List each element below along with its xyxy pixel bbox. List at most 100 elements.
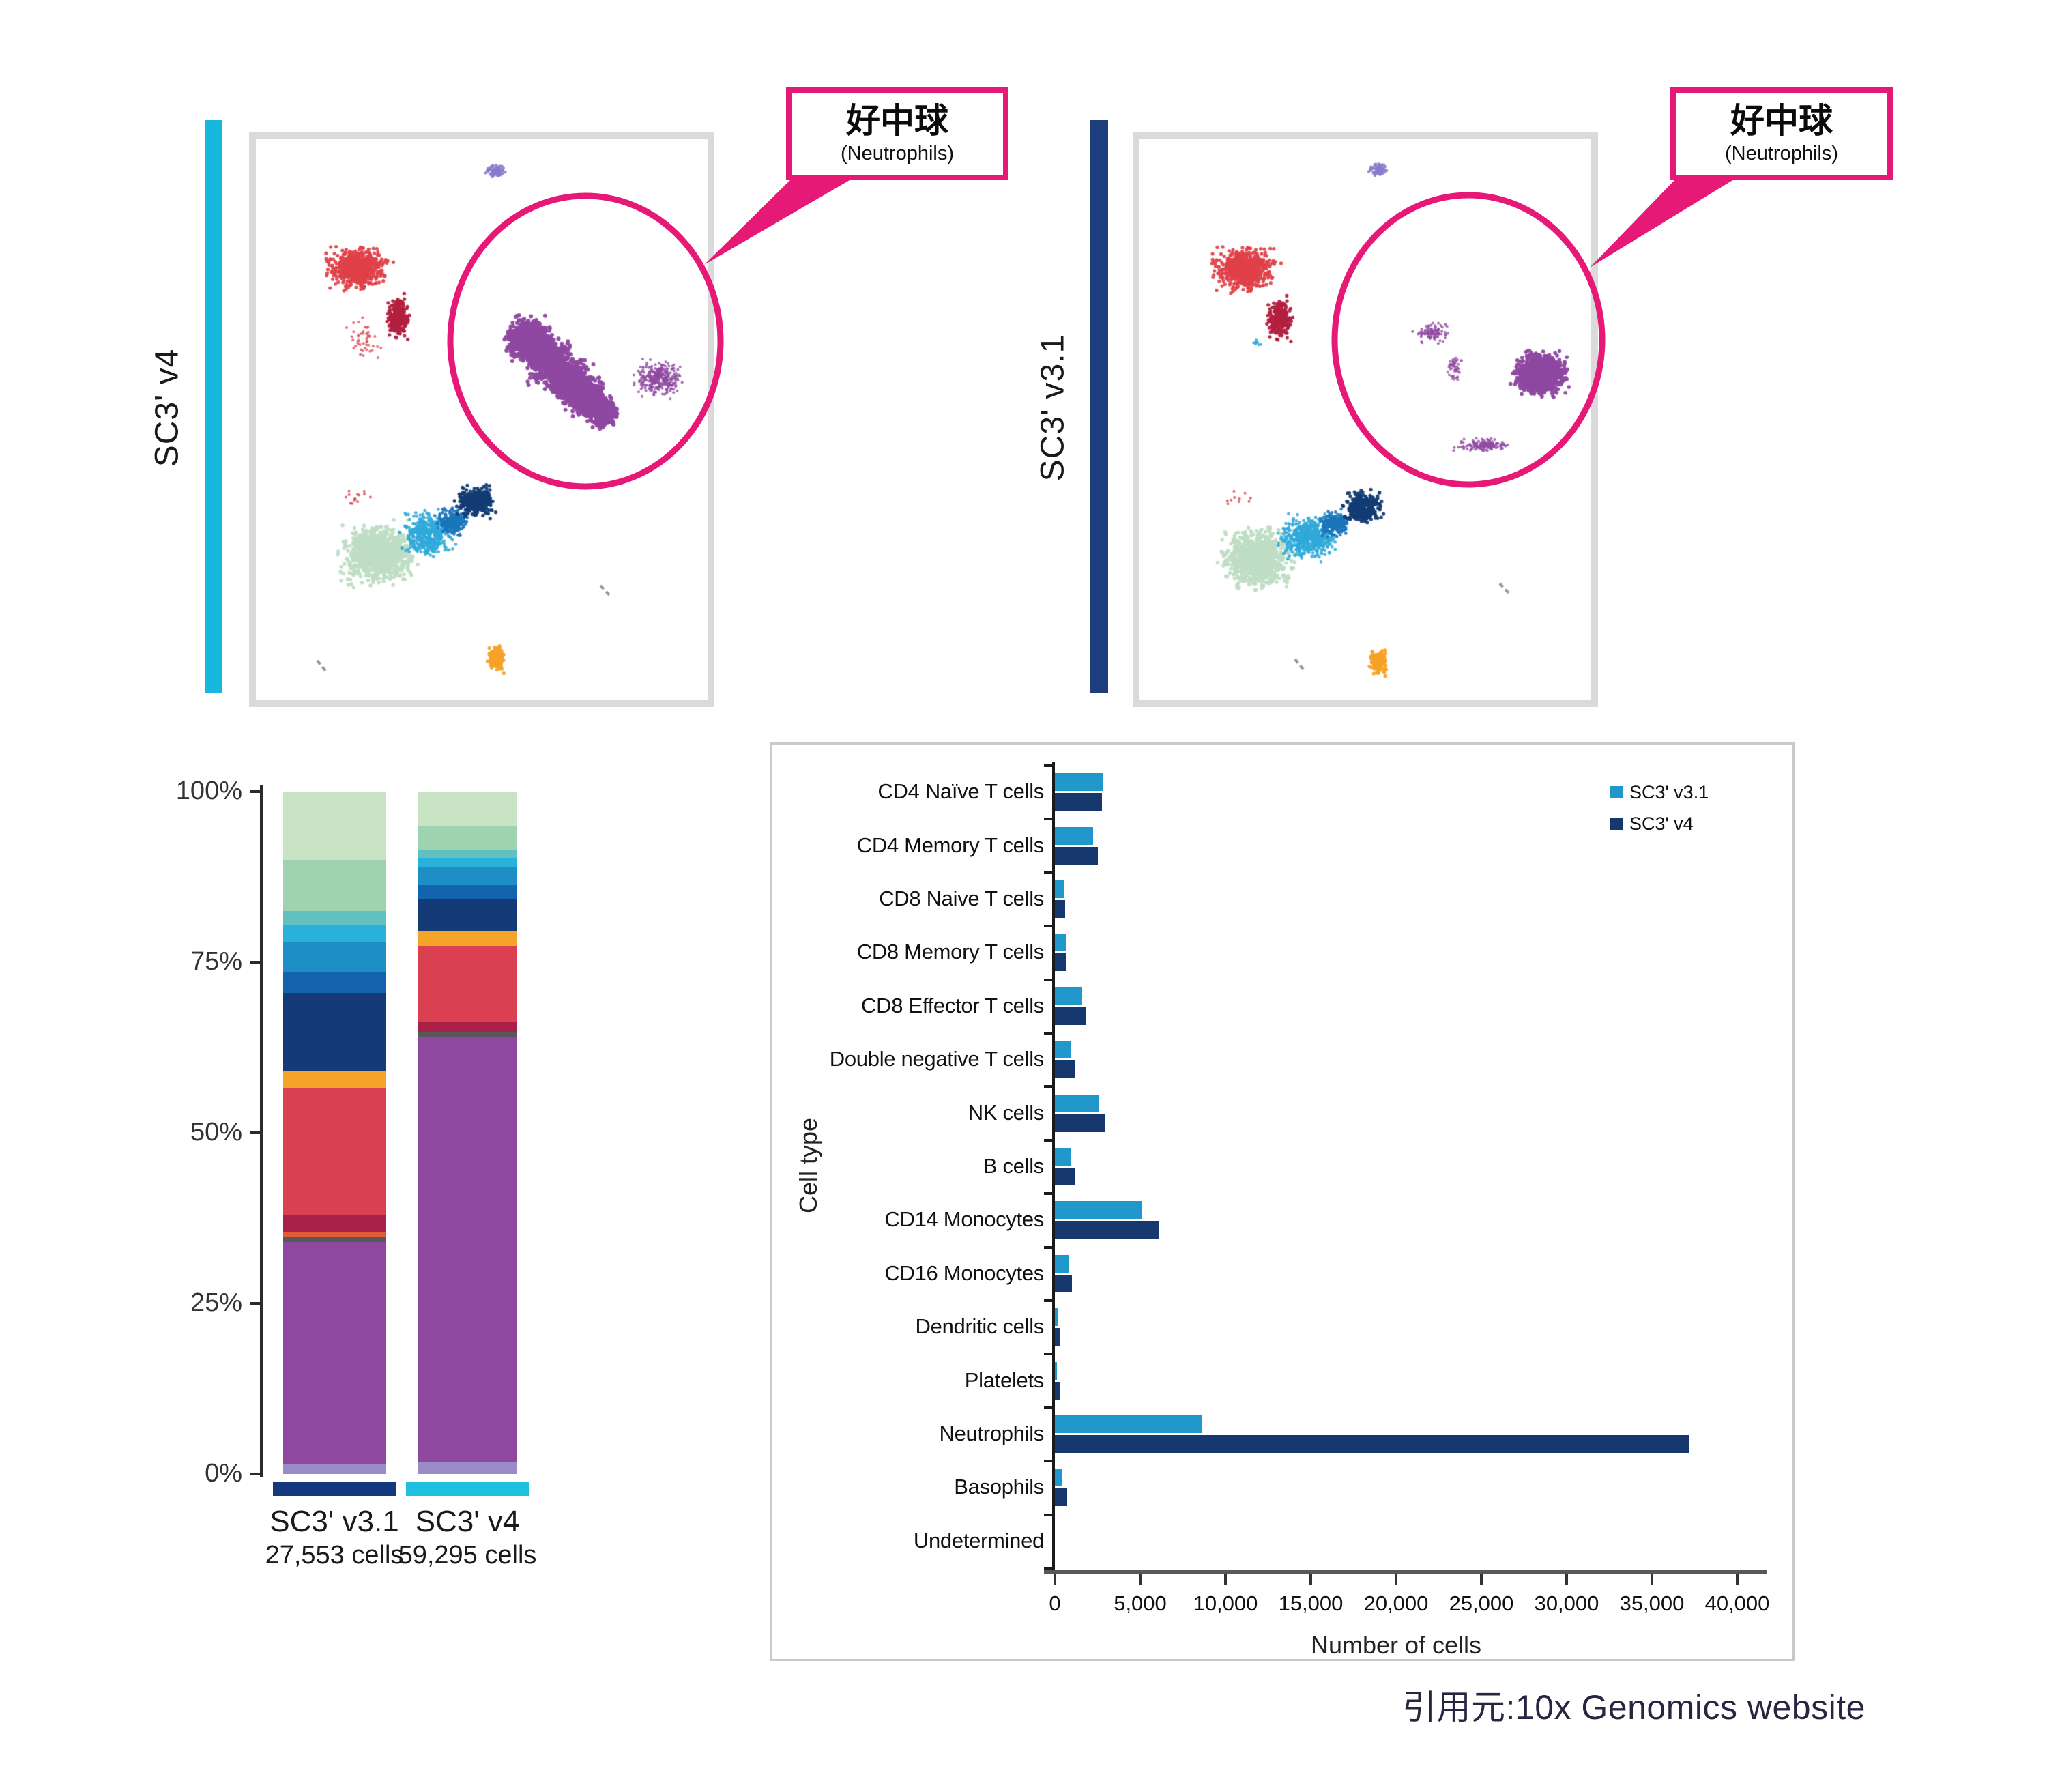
y-tick-label: 75% <box>190 947 242 976</box>
row-tick <box>1044 764 1052 767</box>
x-tick-label: 0 <box>1049 1591 1061 1615</box>
column-label: SC3' v3.1 <box>270 1505 399 1538</box>
callout-subtitle-en: (Neutrophils) <box>841 143 954 164</box>
y-tick <box>250 961 263 964</box>
category-label: CD4 Memory T cells <box>856 833 1045 857</box>
column-label: SC3' v4 <box>415 1505 520 1538</box>
x-tick <box>1054 1574 1056 1585</box>
y-tick <box>250 1302 263 1305</box>
row-tick <box>1044 1513 1052 1516</box>
stack-segment <box>418 1037 517 1462</box>
bar-chart-x-axis <box>1044 1570 1767 1574</box>
stack-segment <box>283 860 386 911</box>
bar-sc3v31 <box>1055 1361 1057 1380</box>
x-axis-title: Number of cells <box>1310 1631 1482 1659</box>
umap-right-scatter-canvas <box>1139 139 1591 700</box>
category-label: CD14 Monocytes <box>884 1207 1044 1232</box>
x-tick-label: 30,000 <box>1534 1591 1599 1615</box>
y-tick-label: 50% <box>190 1118 242 1146</box>
umap-right-color-bar <box>1090 120 1108 693</box>
column-cell-count: 27,553 cells <box>265 1541 404 1570</box>
row-tick <box>1044 1460 1052 1463</box>
row-tick <box>1044 1406 1052 1409</box>
bar-sc3v31 <box>1055 1041 1071 1059</box>
category-label: Neutrophils <box>939 1421 1044 1445</box>
row-tick <box>1044 1138 1052 1142</box>
x-tick-label: 15,000 <box>1278 1591 1344 1615</box>
stack-segment <box>283 792 386 860</box>
bar-sc3v31 <box>1055 1469 1062 1487</box>
bar-sc3v31 <box>1055 1094 1099 1112</box>
callout-subtitle-en: (Neutrophils) <box>1725 143 1838 164</box>
row-tick <box>1044 1567 1052 1570</box>
stack-segment <box>418 792 517 826</box>
stack-segment <box>418 826 517 850</box>
bar-sc3v4 <box>1055 1168 1075 1185</box>
umap-left-title: SC3' v4 <box>149 348 186 467</box>
umap-left-color-bar <box>205 120 222 693</box>
category-label: CD8 Effector T cells <box>861 993 1044 1017</box>
bar-sc3v31 <box>1055 934 1066 952</box>
row-tick <box>1044 1192 1052 1196</box>
bar-sc3v31 <box>1055 987 1082 1005</box>
stack-segment <box>283 1464 386 1474</box>
y-axis-title: Cell type <box>794 1117 822 1214</box>
stack-segment <box>283 1215 386 1232</box>
bar-sc3v4 <box>1055 1488 1067 1507</box>
category-label: Double negative T cells <box>829 1047 1045 1071</box>
category-label: CD4 Naïve T cells <box>877 779 1044 804</box>
bar-sc3v4 <box>1055 1007 1086 1025</box>
x-tick <box>1309 1574 1312 1585</box>
x-tick-label: 5,000 <box>1114 1591 1167 1615</box>
stacked-y-axis <box>260 785 263 1477</box>
callout-tail-right <box>1590 177 1737 268</box>
category-label: CD8 Memory T cells <box>856 940 1045 964</box>
bar-sc3v4 <box>1055 1328 1060 1346</box>
stack-segment <box>283 972 386 993</box>
bar-sc3v31 <box>1055 880 1064 898</box>
x-tick-label: 35,000 <box>1619 1591 1685 1615</box>
category-label: Dendritic cells <box>915 1314 1045 1339</box>
bar-chart-y-axis <box>1052 762 1055 1570</box>
legend-swatch <box>1610 818 1623 830</box>
row-tick <box>1044 818 1052 821</box>
bar-sc3v4 <box>1055 793 1102 811</box>
source-caption: 引用元:10x Genomics website <box>1402 1688 1865 1726</box>
category-label: CD8 Naive T cells <box>879 886 1044 910</box>
bar-sc3v4 <box>1055 1435 1689 1453</box>
bar-sc3v4 <box>1055 1381 1060 1400</box>
bar-sc3v31 <box>1055 1201 1142 1219</box>
stack-segment <box>283 942 386 972</box>
legend-label: SC3' v3.1 <box>1629 781 1709 803</box>
x-tick-label: 40,000 <box>1704 1591 1770 1615</box>
category-label: NK cells <box>968 1100 1045 1125</box>
x-tick <box>1224 1574 1227 1585</box>
y-tick <box>250 1473 263 1475</box>
stack-segment <box>283 1232 386 1237</box>
stack-segment <box>418 1022 517 1032</box>
x-tick <box>1736 1574 1739 1585</box>
bar-sc3v31 <box>1055 1148 1071 1166</box>
umap-right-title: SC3' v3.1 <box>1034 334 1071 482</box>
stack-segment <box>418 885 517 899</box>
row-tick <box>1044 1299 1052 1302</box>
stack-segment <box>283 993 386 1071</box>
category-label: CD16 Monocytes <box>884 1260 1044 1285</box>
neutrophil-callout-right: 好中球 (Neutrophils) <box>1670 87 1893 180</box>
stack-segment <box>418 1032 517 1037</box>
y-tick <box>250 1131 263 1134</box>
umap-right-plot <box>1133 132 1598 707</box>
legend-item: SC3' v4 <box>1610 813 1815 834</box>
category-label: Basophils <box>954 1475 1044 1499</box>
callout-title-jp: 好中球 <box>1730 102 1833 140</box>
bar-sc3v4 <box>1055 900 1065 918</box>
stack-segment <box>283 1088 386 1215</box>
legend-item: SC3' v3.1 <box>1610 782 1815 803</box>
x-tick-label: 25,000 <box>1449 1591 1514 1615</box>
bar-sc3v4 <box>1055 1114 1105 1132</box>
callout-title-jp: 好中球 <box>846 102 948 140</box>
legend-swatch <box>1610 786 1623 798</box>
stack-segment <box>418 867 517 885</box>
bar-sc3v31 <box>1055 773 1104 792</box>
